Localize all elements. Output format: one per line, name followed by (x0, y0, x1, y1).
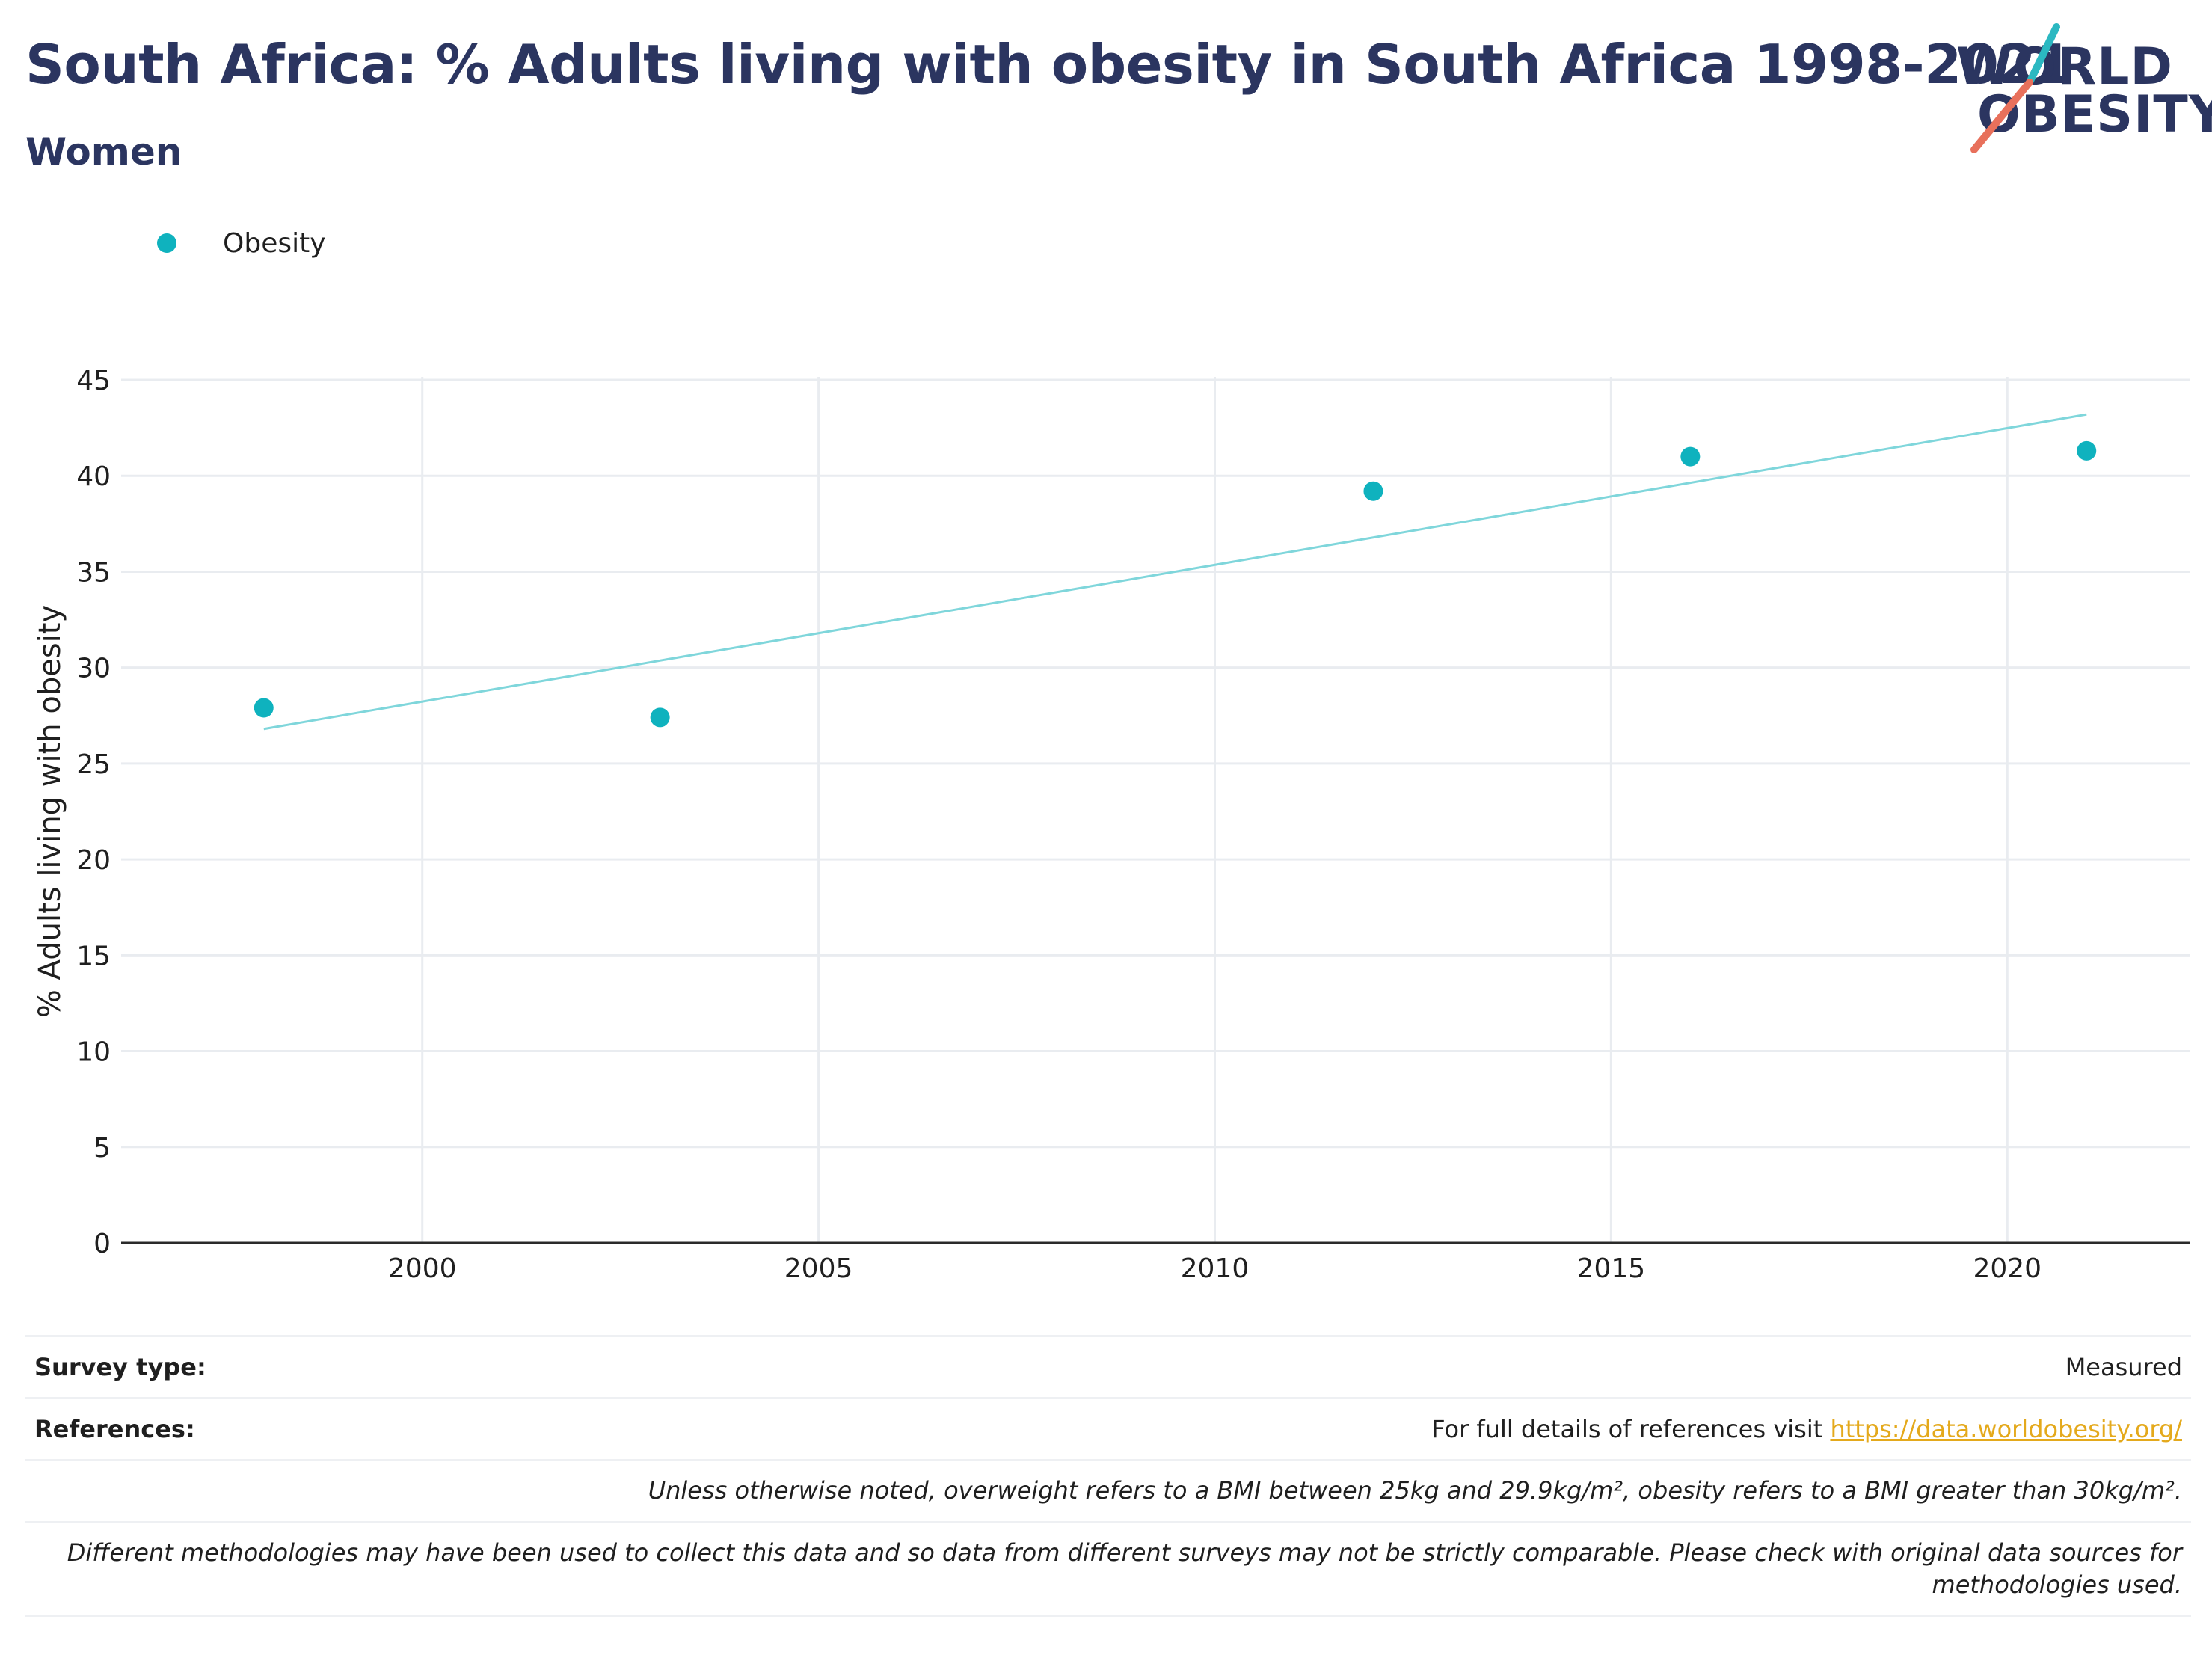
methodology-note: Different methodologies may have been us… (67, 1538, 2182, 1599)
data-point (254, 698, 274, 718)
x-tick-label: 2010 (1181, 1253, 1250, 1284)
y-tick-label: 10 (76, 1037, 111, 1068)
y-tick-label: 30 (76, 654, 111, 684)
references-text: For full details of references visit (1431, 1415, 1831, 1443)
bmi-note: Unless otherwise noted, overweight refer… (648, 1476, 2182, 1505)
references-link[interactable]: https://data.worldobesity.org/ (1830, 1415, 2182, 1443)
y-tick-label: 20 (76, 845, 111, 876)
methodology-note-row: Different methodologies may have been us… (25, 1521, 2191, 1617)
y-tick-label: 5 (93, 1133, 111, 1164)
legend-label-obesity: Obesity (223, 227, 326, 259)
references-row: References: For full details of referenc… (25, 1397, 2191, 1459)
trend-line (263, 413, 2087, 731)
chart-legend: Obesity (157, 224, 326, 262)
y-tick-label: 40 (76, 461, 111, 492)
x-tick-label: 2005 (784, 1253, 853, 1284)
chart-subtitle: Women (25, 130, 182, 174)
logo-slash-icon (1970, 23, 2060, 153)
legend-marker-icon (157, 233, 176, 253)
x-tick-label: 2020 (1973, 1253, 2042, 1284)
data-point (1363, 481, 1383, 501)
logo-word-world: WORLD (1956, 37, 2173, 96)
data-point (1680, 446, 1701, 467)
y-axis-title: % Adults living with obesity (33, 605, 67, 1018)
x-tick-label: 2000 (388, 1253, 457, 1284)
references-value: For full details of references visit htt… (1431, 1415, 2191, 1443)
world-obesity-logo: WORLD OBESITY (1952, 21, 2212, 156)
data-point (2077, 440, 2097, 461)
y-tick-label: 15 (76, 941, 111, 971)
survey-type-row: Survey type: Measured (25, 1335, 2191, 1397)
y-tick-label: 25 (76, 749, 111, 780)
survey-type-value: Measured (2065, 1353, 2182, 1381)
references-label: References: (34, 1415, 195, 1443)
y-tick-label: 35 (76, 557, 111, 588)
bmi-note-row: Unless otherwise noted, overweight refer… (25, 1459, 2191, 1521)
obesity-scatter-chart: 0 5 10 15 20 25 30 35 40 45 2000 2005 2010 2015 2020 % … (33, 366, 2190, 1284)
y-tick-label: 45 (76, 366, 111, 396)
chart-footer: Survey type: Measured References: For fu… (25, 1335, 2191, 1617)
chart-title: South Africa: % Adults living with obesi… (25, 33, 2073, 96)
y-tick-label: 0 (93, 1229, 111, 1259)
x-tick-label: 2015 (1577, 1253, 1646, 1284)
data-point (650, 707, 670, 728)
survey-type-label: Survey type: (34, 1353, 206, 1381)
